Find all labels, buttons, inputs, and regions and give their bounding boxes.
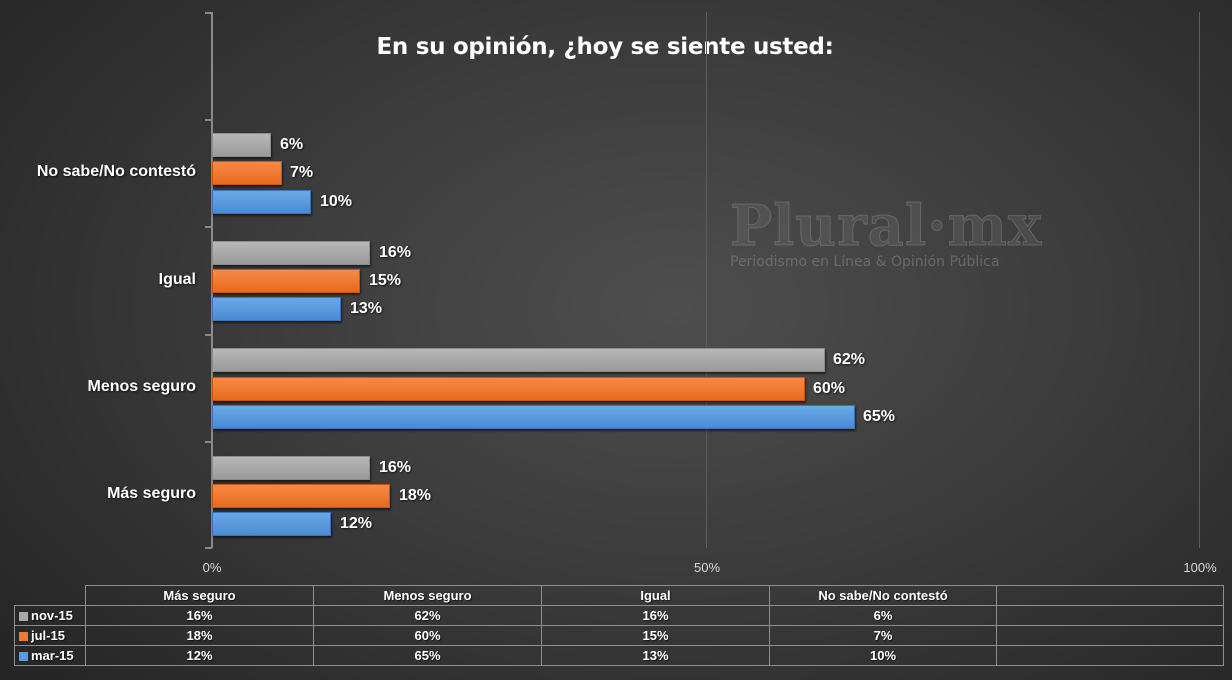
table-cell: 6% <box>769 605 997 626</box>
bar-jul-15-mas-seguro <box>212 484 390 508</box>
bar-jul-15-no-sabe <box>212 161 282 185</box>
chart-title: En su opinión, ¿hoy se siente usted: <box>376 34 834 60</box>
table-cell: 60% <box>313 625 542 646</box>
category-label-igual: Igual <box>158 271 196 288</box>
table-cell: 18% <box>85 625 314 646</box>
category-label-no-sabe: No sabe/No contestó <box>36 163 196 180</box>
bar-jul-15-menos-seguro <box>212 377 805 401</box>
plot-area: 6% 7% 10% 16% 15% 13% 62% 60% 65% 16% 18… <box>205 12 1200 549</box>
table-cell: 12% <box>85 645 314 666</box>
x-tick-50: 50% <box>693 560 721 575</box>
legend-key-mar-15: mar-15 <box>14 645 86 666</box>
table-header: No sabe/No contestó <box>769 585 997 606</box>
table-row: mar-15 12% 65% 13% 10% <box>14 645 1224 666</box>
table-cell <box>996 605 1224 626</box>
bar-mar-15-no-sabe <box>212 190 311 214</box>
category-label-mas-seguro: Más seguro <box>107 485 196 502</box>
data-label: 65% <box>863 408 896 425</box>
bar-nov-15-igual <box>212 241 370 265</box>
table-header: Más seguro <box>85 585 314 606</box>
bar-mar-15-menos-seguro <box>212 405 855 429</box>
x-tick-0: 0% <box>202 560 222 575</box>
axis-tick <box>205 547 212 549</box>
bar-mar-15-igual <box>212 297 341 321</box>
table-cell: 10% <box>769 645 997 666</box>
legend-key-nov-15: nov-15 <box>14 605 86 626</box>
bar-nov-15-mas-seguro <box>212 456 370 480</box>
data-label: 13% <box>350 300 383 317</box>
bar-jul-15-igual <box>212 269 360 293</box>
table-cell: 15% <box>541 625 770 646</box>
x-tick-100: 100% <box>1183 560 1217 575</box>
data-label: 6% <box>280 136 304 153</box>
data-label: 16% <box>379 459 412 476</box>
gridline-50 <box>706 12 707 548</box>
bar-mar-15-mas-seguro <box>212 512 331 536</box>
table-cell <box>996 625 1224 646</box>
axis-tick <box>205 12 212 14</box>
axis-tick <box>205 226 212 228</box>
data-label: 60% <box>813 380 846 397</box>
table-cell: 13% <box>541 645 770 666</box>
watermark-logo: Plural·mx Periodismo en Línea & Opinión … <box>729 193 1043 271</box>
table-corner <box>14 585 86 606</box>
gridline-100 <box>1199 12 1200 548</box>
legend-key-jul-15: jul-15 <box>14 625 86 646</box>
legend-swatch-blue-icon <box>19 652 28 661</box>
data-label: 7% <box>290 164 314 181</box>
watermark-main-text: Plural·mx <box>729 193 1043 259</box>
data-label: 15% <box>369 272 402 289</box>
table-header: Igual <box>541 585 770 606</box>
watermark-sub-text: Periodismo en Línea & Opinión Pública <box>730 254 1000 270</box>
series-name: nov-15 <box>31 608 73 623</box>
series-name: jul-15 <box>31 628 65 643</box>
table-header-row: Más seguro Menos seguro Igual No sabe/No… <box>14 585 1224 606</box>
bar-nov-15-no-sabe <box>212 133 271 157</box>
table-header <box>996 585 1224 606</box>
table-row: nov-15 16% 62% 16% 6% <box>14 605 1224 626</box>
table-cell: 16% <box>541 605 770 626</box>
data-label: 10% <box>320 193 353 210</box>
table-header: Menos seguro <box>313 585 542 606</box>
table-cell: 65% <box>313 645 542 666</box>
table-row: jul-15 18% 60% 15% 7% <box>14 625 1224 646</box>
axis-tick <box>205 119 212 121</box>
table-cell <box>996 645 1224 666</box>
legend-swatch-gray-icon <box>19 612 28 621</box>
category-label-menos-seguro: Menos seguro <box>87 378 196 395</box>
table-cell: 16% <box>85 605 314 626</box>
axis-tick <box>205 441 212 443</box>
bar-nov-15-menos-seguro <box>212 348 825 372</box>
data-label: 16% <box>379 244 412 261</box>
data-table: Más seguro Menos seguro Igual No sabe/No… <box>14 585 1224 666</box>
legend-swatch-orange-icon <box>19 632 28 641</box>
axis-tick <box>205 334 212 336</box>
table-cell: 62% <box>313 605 542 626</box>
series-name: mar-15 <box>31 648 74 663</box>
table-cell: 7% <box>769 625 997 646</box>
data-label: 62% <box>833 351 866 368</box>
data-label: 18% <box>399 487 432 504</box>
data-label: 12% <box>340 515 373 532</box>
